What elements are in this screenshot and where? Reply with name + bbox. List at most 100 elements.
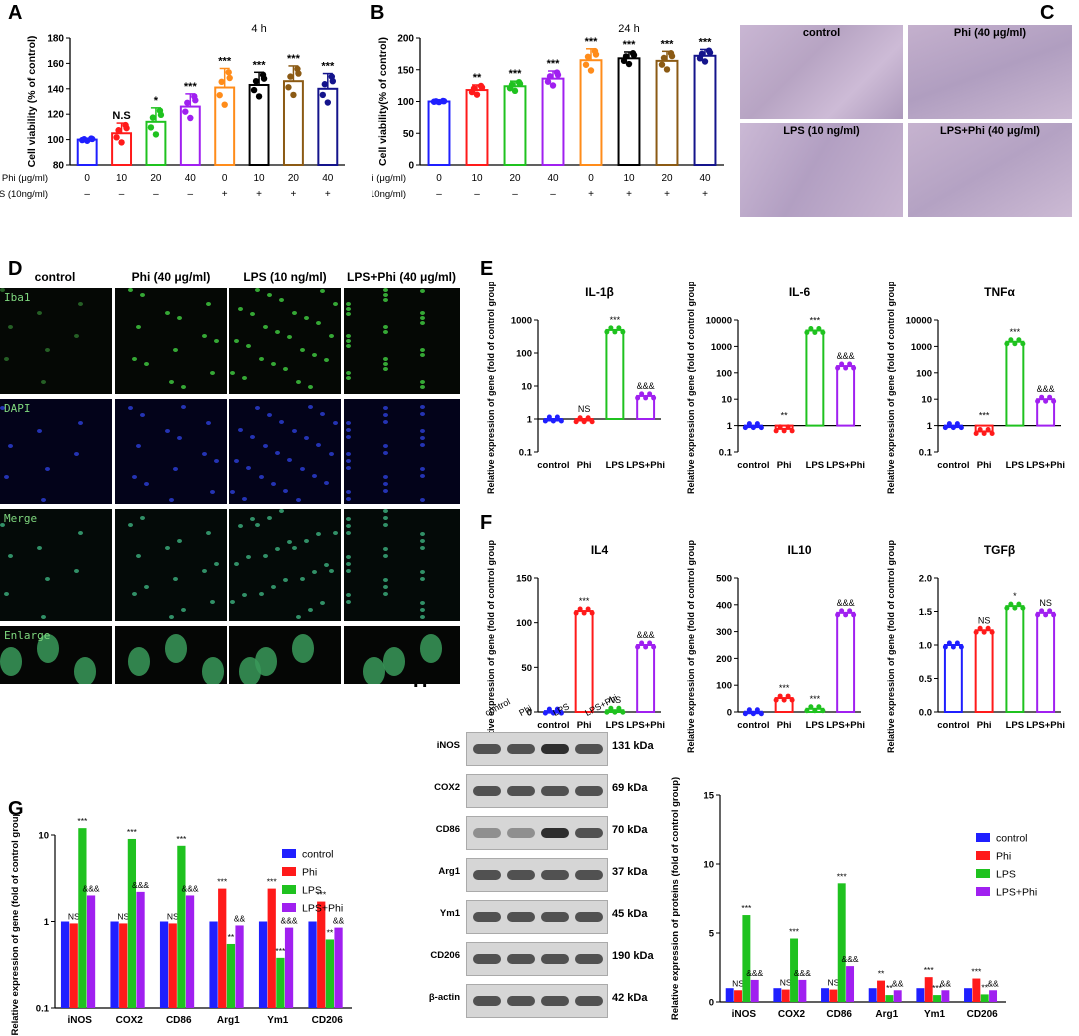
cell-blob	[346, 376, 351, 380]
x-tick-label: LPS	[606, 460, 624, 471]
significance-label: NS	[167, 911, 179, 921]
cell-blob	[128, 288, 133, 292]
cell-blob	[259, 475, 264, 479]
if-image: Merge	[0, 509, 112, 621]
data-point	[191, 93, 198, 100]
if-image	[115, 509, 227, 621]
bar	[258, 921, 268, 1008]
cell-blob	[296, 380, 301, 384]
y-tick-label: 100	[716, 681, 732, 692]
micrograph-label: control	[802, 27, 841, 39]
cell-blob	[234, 339, 239, 343]
column-label: LPS+Phi (40 μg/ml)	[346, 270, 457, 284]
cell-blob	[255, 288, 260, 292]
x-tick-label: control	[737, 720, 769, 731]
blot-protein-label: CD206	[430, 950, 460, 961]
data-point	[758, 425, 764, 431]
panel-d-if-grid: Iba1 DAPI Merge Enlarge	[0, 288, 460, 684]
cell-blob	[312, 353, 317, 357]
blot-band	[541, 954, 569, 964]
cell-blob	[383, 413, 388, 417]
bar	[781, 989, 790, 1002]
blot-strip	[466, 900, 608, 934]
data-point	[319, 91, 327, 99]
data-point	[294, 65, 301, 73]
bar	[916, 988, 925, 1002]
if-image	[344, 399, 460, 504]
blot-band	[575, 954, 603, 964]
lps-flag: +	[222, 189, 228, 200]
cell-blob	[210, 490, 215, 494]
data-point	[754, 421, 760, 427]
data-point	[259, 71, 267, 79]
data-point	[812, 708, 818, 714]
cell-blob	[263, 444, 268, 448]
cell-blob	[296, 498, 301, 502]
y-tick-label: 1	[44, 917, 50, 928]
data-point	[981, 629, 987, 635]
significance-label: NS	[978, 615, 991, 625]
cell-blob	[250, 312, 255, 316]
cell-blob	[4, 357, 9, 361]
data-point	[554, 414, 560, 420]
bar	[605, 328, 625, 420]
significance-label: ***	[741, 903, 752, 913]
cell-blob	[136, 554, 141, 558]
data-point	[973, 430, 979, 436]
cell-blob	[202, 569, 207, 573]
if-image	[229, 399, 341, 504]
cell-blob	[420, 429, 425, 433]
cell-blob	[181, 608, 186, 612]
cell-blob	[173, 467, 178, 471]
cell-blob	[37, 311, 42, 315]
cell-blob	[420, 532, 425, 536]
y-tick-label: 2.0	[919, 574, 932, 585]
bar	[885, 995, 894, 1002]
blot-band	[575, 912, 603, 922]
bar	[1005, 340, 1025, 427]
significance-label: **	[228, 932, 235, 942]
cell-blob	[346, 555, 351, 559]
phi-dose: 0	[84, 173, 90, 184]
cell-blob	[45, 348, 50, 352]
data-point	[705, 47, 713, 54]
blot-band	[507, 828, 535, 838]
significance-label: ***	[810, 316, 821, 326]
x-tick-label: LPS+Phi	[626, 460, 665, 471]
data-point	[977, 625, 983, 631]
significance-label: NS	[732, 978, 744, 988]
data-point	[218, 78, 225, 86]
x-tick-label: LPS	[606, 720, 624, 731]
data-point	[989, 430, 995, 436]
significance-label: ***	[810, 694, 821, 704]
blot-band	[541, 996, 569, 1006]
bar	[798, 979, 807, 1002]
significance-label: ***	[316, 890, 327, 900]
cell-blob	[420, 498, 425, 502]
if-row-label: DAPI	[4, 402, 31, 415]
significance-label: &&&	[837, 351, 855, 361]
bar	[1036, 611, 1056, 713]
y-tick-label: 1.5	[919, 607, 933, 618]
data-point	[1016, 601, 1022, 607]
y-axis-label: Relative expression of gene (fold of con…	[486, 540, 496, 753]
blot-protein-label: Ym1	[439, 908, 460, 919]
data-point	[816, 326, 822, 332]
cell-blob	[263, 554, 268, 558]
legend-swatch	[282, 867, 296, 876]
cell-blob	[74, 569, 79, 573]
cell-blob	[250, 517, 255, 521]
panel-label-f: F	[480, 512, 493, 534]
bar	[177, 845, 186, 1008]
x-tick-label: COX2	[778, 1009, 806, 1020]
panel-label-e: E	[480, 258, 494, 280]
cell-blob	[238, 524, 243, 528]
blot-strip	[466, 984, 608, 1018]
cell-blob	[324, 358, 329, 362]
data-point	[216, 91, 223, 99]
data-point	[147, 124, 155, 131]
row-label-phi: Phi (μg/ml)	[2, 173, 48, 184]
cell-blob	[41, 380, 46, 384]
y-tick-label: 0	[527, 708, 532, 719]
data-point	[973, 629, 979, 635]
